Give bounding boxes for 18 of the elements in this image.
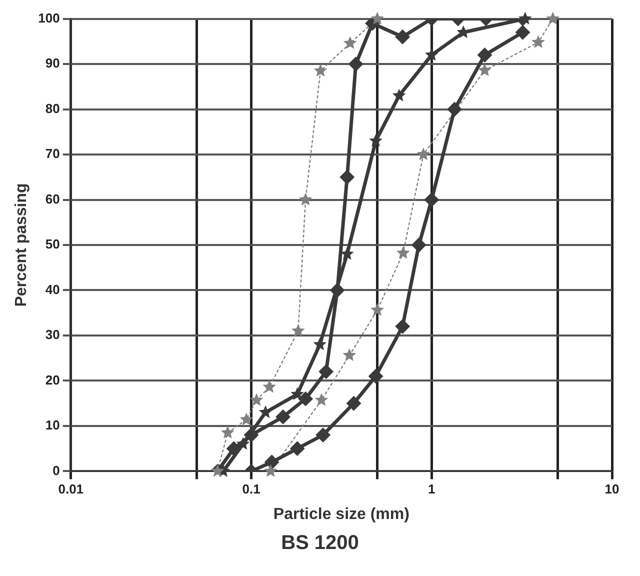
y-tick-label: 60	[45, 191, 60, 206]
x-tick-label: 1	[428, 482, 436, 497]
y-tick-label: 0	[52, 462, 60, 478]
y-tick-label: 70	[45, 146, 60, 162]
text: BS 1200	[280, 532, 360, 555]
y-tick-label: 50	[45, 236, 60, 252]
y-tick-label: 30	[45, 327, 60, 342]
y-tick-label: 80	[45, 100, 60, 116]
y-tick-label: 40	[45, 282, 60, 297]
x-tick-label: 0.01	[58, 482, 84, 497]
y-tick-label: 10	[45, 418, 60, 433]
y-tick-label: 20	[45, 372, 60, 388]
y-axis-title: Percent passing	[13, 183, 30, 307]
y-tick-label: 100	[38, 10, 60, 26]
x-tick-label: 10	[604, 482, 620, 497]
x-tick-label: 0.1	[242, 482, 260, 497]
x-axis-title: Particle size (mm)	[273, 506, 410, 523]
y-tick-label: 90	[45, 56, 60, 71]
